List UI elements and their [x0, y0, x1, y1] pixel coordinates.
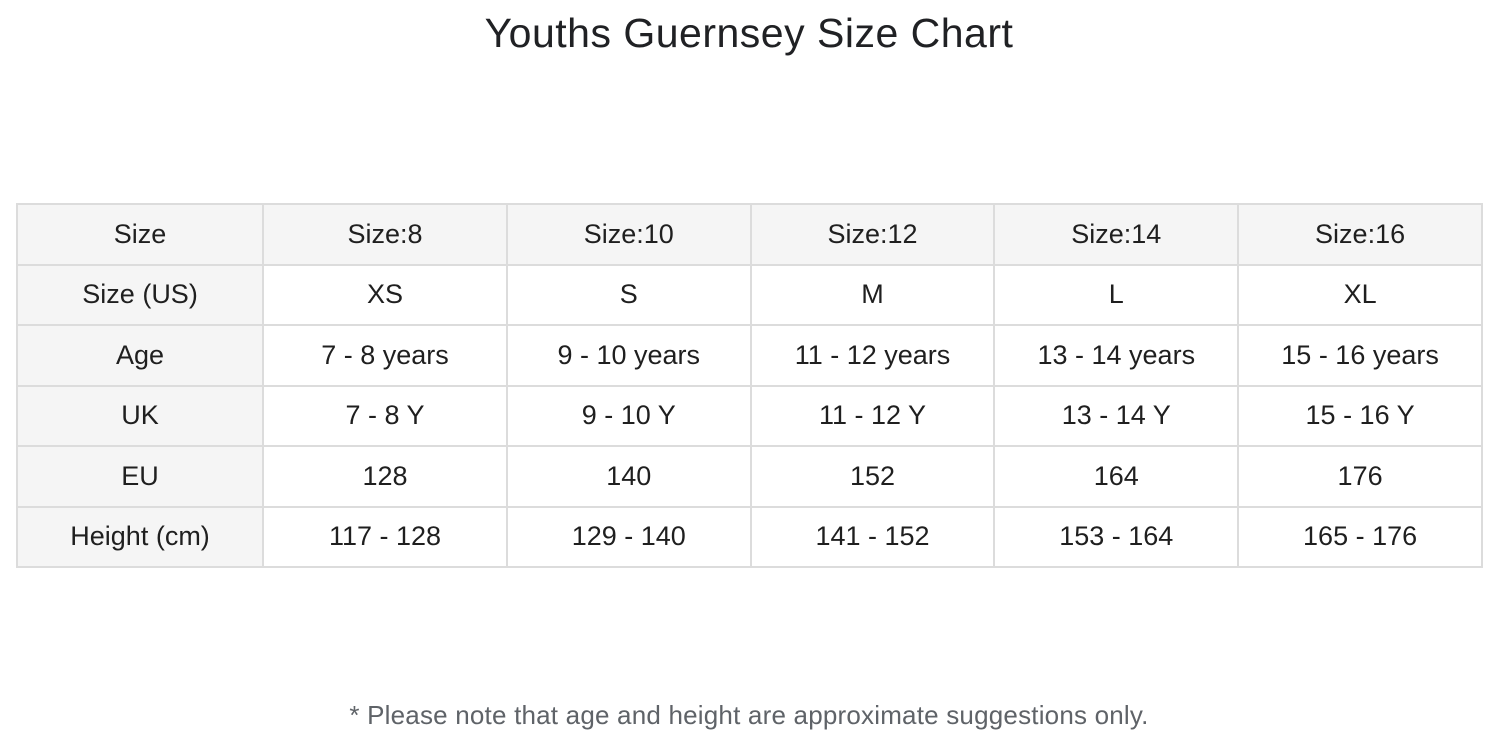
table-cell: M [749, 263, 996, 326]
table-row-uk: UK 7 - 8 Y 9 - 10 Y 11 - 12 Y 13 - 14 Y … [15, 384, 1483, 447]
table-cell: S [505, 263, 752, 326]
column-header-cell: Size:8 [262, 203, 508, 266]
column-header-cell: Size [15, 203, 265, 266]
column-header-cell: Size:16 [1237, 203, 1483, 266]
size-chart-table: Size Size:8 Size:10 Size:12 Size:14 Size… [15, 203, 1483, 568]
table-cell: L [993, 263, 1240, 326]
table-cell: 152 [749, 445, 996, 508]
table-row-size-us: Size (US) XS S M L XL [15, 263, 1483, 326]
page-title: Youths Guernsey Size Chart [484, 10, 1014, 56]
table-cell: 129 - 140 [505, 505, 752, 568]
table-cell: 11 - 12 years [749, 324, 996, 387]
table-cell: 15 - 16 years [1237, 324, 1483, 387]
table-cell: 7 - 8 years [262, 324, 508, 387]
table-cell: 164 [993, 445, 1240, 508]
table-cell: 117 - 128 [262, 505, 508, 568]
table-cell: 9 - 10 Y [505, 384, 752, 447]
column-header-cell: Size:10 [505, 203, 752, 266]
table-row-height-cm: Height (cm) 117 - 128 129 - 140 141 - 15… [15, 505, 1483, 568]
table-cell: 9 - 10 years [505, 324, 752, 387]
table-cell: 141 - 152 [749, 505, 996, 568]
table-cell: 13 - 14 Y [993, 384, 1240, 447]
column-header-cell: Size:14 [993, 203, 1240, 266]
table-row-age: Age 7 - 8 years 9 - 10 years 11 - 12 yea… [15, 324, 1483, 387]
table-cell: 128 [262, 445, 508, 508]
table-cell: 153 - 164 [993, 505, 1240, 568]
row-label-cell: Height (cm) [15, 505, 265, 568]
table-row-eu: EU 128 140 152 164 176 [15, 445, 1483, 508]
table-cell: 15 - 16 Y [1237, 384, 1483, 447]
table-cell: 11 - 12 Y [749, 384, 996, 447]
row-label-cell: UK [15, 384, 265, 447]
table-cell: 165 - 176 [1237, 505, 1483, 568]
row-label-cell: Age [15, 324, 265, 387]
row-label-cell: Size (US) [15, 263, 265, 326]
column-header-cell: Size:12 [749, 203, 996, 266]
table-header-row: Size Size:8 Size:10 Size:12 Size:14 Size… [15, 203, 1483, 266]
table-cell: 176 [1237, 445, 1483, 508]
table-cell: 140 [505, 445, 752, 508]
footnote-text: * Please note that age and height are ap… [349, 700, 1149, 730]
table-cell: 7 - 8 Y [262, 384, 508, 447]
row-label-cell: EU [15, 445, 265, 508]
table-cell: XS [262, 263, 508, 326]
table-cell: XL [1237, 263, 1483, 326]
table-cell: 13 - 14 years [993, 324, 1240, 387]
